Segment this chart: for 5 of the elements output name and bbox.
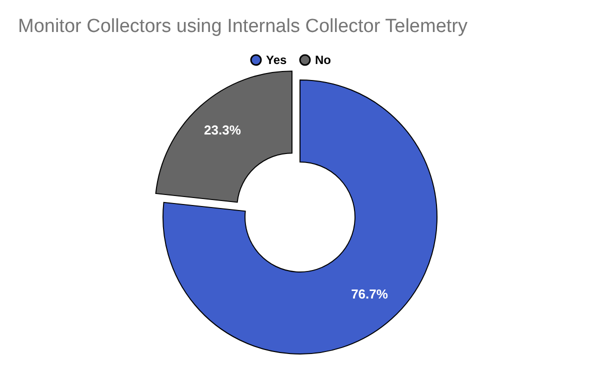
data-label: 76.7% — [351, 286, 388, 302]
legend-label: Yes — [266, 53, 288, 67]
legend-label: No — [315, 53, 331, 67]
data-label: 23.3% — [204, 122, 242, 138]
chart-title: Monitor Collectors using Internals Collector Telemetry — [18, 16, 468, 37]
